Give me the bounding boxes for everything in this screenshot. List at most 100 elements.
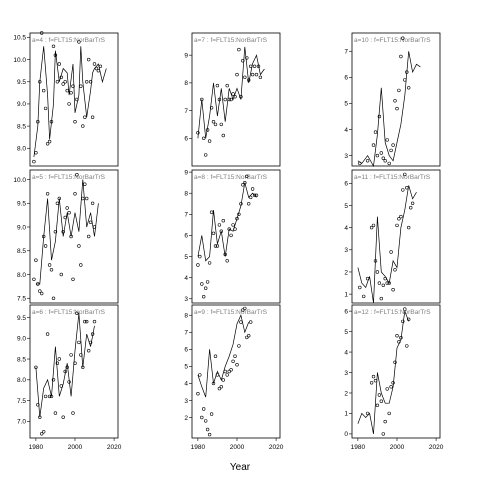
data-point — [239, 94, 243, 99]
y-tick-label: 9.5 — [17, 315, 26, 322]
y-tick-label: 4 — [344, 225, 348, 232]
panel-frame — [351, 32, 441, 167]
data-point — [227, 369, 231, 374]
data-point — [55, 361, 60, 365]
data-point — [205, 128, 210, 132]
data-point — [243, 181, 247, 185]
panel-strip-label: a=9 : f=FLT15:NorBarTrS — [194, 309, 268, 316]
panel: a=10 : f=FLT15:NorBarTrS 3 4 5 6 7 — [344, 32, 441, 168]
data-point — [55, 80, 60, 84]
data-point — [229, 97, 233, 102]
data-point — [385, 138, 389, 142]
series-line — [35, 179, 99, 285]
panel: a=8 : f=FLT15:NorBarTrS 3 4 5 6 7 8 9 — [184, 169, 281, 304]
y-tick-label: 5 — [344, 101, 348, 108]
data-point — [241, 308, 245, 312]
data-point — [256, 64, 261, 69]
panel: a=5 : f=FLT15:NorBarTrS 7.5 8.0 8.5 9.0 9.5 10… — [13, 169, 119, 304]
data-point — [241, 58, 245, 63]
data-point — [239, 202, 243, 206]
data-point — [73, 192, 77, 196]
data-point — [63, 369, 67, 374]
data-point — [381, 156, 385, 160]
panel-strip-label: a=4 : f=FLT15:NorBarTrS — [32, 37, 106, 44]
data-point — [79, 84, 83, 88]
data-point — [67, 211, 71, 215]
y-tick-label: 6 — [184, 136, 188, 143]
data-point — [401, 36, 405, 40]
data-point — [401, 319, 405, 324]
data-point — [377, 281, 382, 285]
data-point — [213, 244, 218, 248]
data-point — [385, 387, 389, 391]
series-line — [357, 310, 410, 434]
data-point — [51, 44, 56, 48]
y-tick-label: 10.0 — [13, 57, 26, 64]
y-tick-label: 3 — [344, 370, 348, 377]
y-tick-label: 4 — [184, 381, 188, 388]
data-point — [239, 320, 243, 324]
data-point — [61, 82, 65, 86]
data-point — [39, 31, 44, 35]
data-point — [67, 102, 71, 106]
data-point — [81, 124, 85, 128]
series-line — [33, 46, 107, 158]
data-point — [393, 360, 397, 364]
data-point — [365, 411, 370, 416]
data-point — [36, 119, 40, 124]
data-point — [36, 282, 40, 286]
data-point — [196, 131, 200, 135]
data-point — [395, 106, 399, 111]
data-point — [235, 216, 239, 221]
data-point — [65, 88, 69, 93]
data-point — [45, 332, 50, 336]
data-point — [43, 394, 48, 399]
panel: a=11 : f=FLT15:NorBarTrS 1 2 3 4 5 6 — [344, 169, 441, 304]
data-point — [69, 234, 73, 239]
panel-frame — [351, 169, 441, 304]
data-point — [387, 161, 391, 166]
panel-strip-label: a=8 : f=FLT15:NorBarTrS — [194, 174, 268, 181]
data-point — [45, 142, 50, 146]
y-tick-label: 9 — [184, 52, 188, 59]
data-point — [200, 282, 204, 286]
data-point — [41, 430, 46, 434]
data-point — [243, 306, 247, 311]
data-point — [375, 403, 380, 407]
data-point — [55, 201, 60, 206]
data-point — [393, 268, 397, 272]
y-tick-label: 5 — [184, 254, 188, 261]
data-point — [209, 210, 214, 214]
data-point — [247, 78, 251, 82]
panel: a=4 : f=FLT15:NorBarTrS 8.0 8.5 9.0 9.5 10.0 1… — [13, 31, 119, 167]
y-tick-label: 6 — [344, 181, 348, 188]
data-point — [39, 291, 44, 296]
data-point — [358, 285, 362, 290]
y-tick-label: 3 — [184, 398, 188, 405]
data-point — [381, 283, 385, 287]
y-tick-label: 4 — [344, 127, 348, 134]
x-tick-label: 2000 — [68, 444, 83, 451]
data-point — [365, 276, 370, 281]
data-point — [88, 340, 93, 345]
data-point — [399, 54, 403, 59]
data-point — [200, 97, 204, 102]
data-point — [71, 411, 75, 415]
data-point — [215, 83, 220, 88]
data-point — [391, 143, 395, 147]
y-tick-label: 9.5 — [17, 79, 26, 86]
data-point — [65, 206, 69, 210]
data-point — [369, 381, 374, 385]
data-point — [221, 219, 226, 223]
data-point — [217, 223, 222, 227]
data-point — [51, 296, 56, 300]
data-point — [209, 106, 214, 110]
data-point — [67, 380, 71, 384]
x-axis-label: Year — [230, 462, 251, 473]
data-point — [47, 263, 52, 267]
data-point — [96, 68, 101, 73]
data-point — [365, 159, 370, 163]
data-point — [61, 230, 65, 234]
data-point — [377, 114, 382, 119]
data-point — [86, 57, 91, 62]
